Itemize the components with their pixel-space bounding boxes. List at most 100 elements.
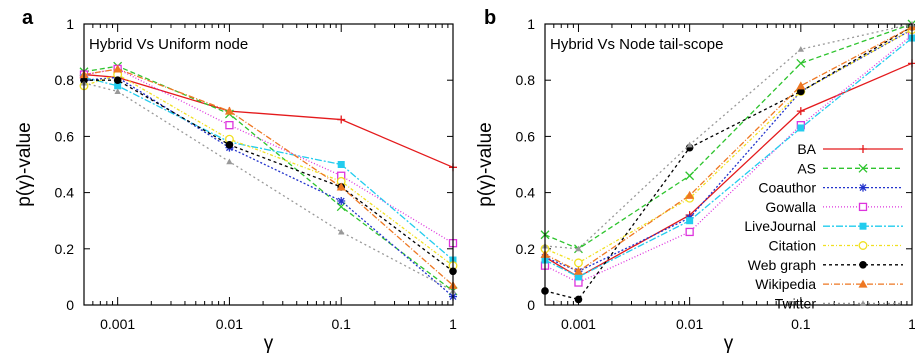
panel-label: a: [22, 7, 34, 29]
data-point: [796, 58, 806, 68]
series-line: [544, 23, 913, 250]
series-line: [544, 29, 913, 264]
data-point: [796, 107, 805, 116]
plot-frame: [83, 23, 454, 306]
legend-item: Coauthor: [758, 180, 903, 196]
series-line: [544, 26, 913, 301]
series-wikipedia: [79, 64, 458, 289]
data-point: [796, 81, 806, 90]
x-tick-label: 0.001: [561, 316, 596, 332]
legend-marker: [859, 145, 867, 153]
data-point: [337, 115, 346, 124]
legend-marker: [858, 241, 868, 250]
series-citation: [540, 25, 915, 268]
data-point: [685, 171, 695, 181]
data-point: [113, 76, 122, 84]
legend-marker: [859, 300, 867, 306]
data-point: [686, 217, 694, 225]
x-tick-label: 0.1: [331, 316, 351, 332]
legend-marker: [858, 202, 868, 212]
series-web-graph: [541, 23, 915, 304]
series-line: [83, 68, 454, 244]
legend-item: Web graph: [748, 257, 903, 273]
x-axis-label: γ: [264, 333, 274, 354]
legend-marker: [859, 222, 867, 230]
y-axis-label: p(γ)-value: [475, 122, 496, 206]
legend-item: LiveJournal: [744, 218, 903, 234]
series-line: [83, 76, 454, 298]
x-tick-label: 0.01: [676, 316, 703, 332]
x-tick-label: 0.1: [791, 316, 811, 332]
series-web-graph: [80, 76, 457, 276]
x-tick-label: 1: [908, 316, 915, 332]
series-gowalla: [79, 64, 458, 248]
data-point: [338, 228, 345, 235]
y-tick-label: 0: [527, 297, 535, 313]
series-line: [544, 26, 913, 273]
series-coauthor: [541, 25, 915, 276]
data-point: [574, 295, 583, 304]
y-tick-label: 0.4: [516, 185, 536, 201]
series-livejournal: [80, 73, 457, 264]
legend-label: Twitter: [775, 295, 817, 311]
legend-item: Gowalla: [765, 199, 903, 215]
legend-item: Citation: [769, 238, 903, 254]
legend-item: AS: [797, 160, 903, 176]
data-point: [797, 46, 805, 52]
legend-marker: [858, 279, 868, 288]
y-axis-label: p(γ)-value: [14, 122, 35, 206]
data-point: [337, 197, 346, 206]
data-point: [114, 82, 122, 90]
chart-title: Hybrid Vs Node tail-scope: [550, 36, 723, 53]
legend-item: Wikipedia: [755, 276, 903, 292]
series-line: [83, 73, 454, 267]
legend-label: Gowalla: [765, 199, 816, 215]
series-line: [83, 68, 454, 286]
data-point: [797, 87, 805, 96]
x-tick-label: 1: [449, 316, 457, 332]
y-tick-label: 1: [66, 16, 74, 32]
legend-label: Coauthor: [758, 180, 816, 196]
series-line: [84, 79, 454, 272]
legend-label: Wikipedia: [755, 276, 816, 292]
data-point: [574, 273, 582, 281]
data-point: [573, 266, 583, 275]
legend-label: BA: [797, 141, 816, 157]
x-axis-label: γ: [724, 333, 734, 354]
series-coauthor: [80, 73, 457, 301]
y-tick-label: 0.8: [516, 72, 536, 88]
y-tick-label: 0.6: [516, 128, 536, 144]
data-point: [574, 258, 583, 268]
y-tick-label: 1: [527, 16, 535, 32]
data-point: [113, 64, 123, 73]
legend-label: Citation: [769, 238, 816, 254]
series-line: [83, 73, 454, 168]
legend-label: Web graph: [748, 257, 816, 273]
data-point: [685, 227, 694, 237]
y-tick-label: 0.2: [55, 241, 75, 257]
series-gowalla: [540, 31, 915, 287]
plot-frame: [544, 23, 913, 306]
legend-item: BA: [797, 141, 903, 157]
data-point: [575, 245, 582, 252]
legend-marker: [858, 163, 868, 173]
y-tick-label: 0.6: [55, 128, 75, 144]
legend-item: Twitter: [775, 295, 903, 311]
series-livejournal: [541, 34, 915, 281]
data-point: [686, 141, 693, 148]
data-point: [685, 190, 695, 199]
data-point: [336, 182, 346, 191]
legend-label: AS: [797, 160, 816, 176]
data-point: [225, 121, 234, 130]
data-point: [114, 88, 121, 94]
series-line: [544, 37, 913, 278]
series-line: [83, 65, 454, 292]
series-ba: [541, 59, 915, 281]
data-point: [337, 161, 345, 168]
y-tick-label: 0.8: [55, 72, 75, 88]
legend-marker: [859, 261, 867, 269]
series-as: [79, 61, 458, 296]
